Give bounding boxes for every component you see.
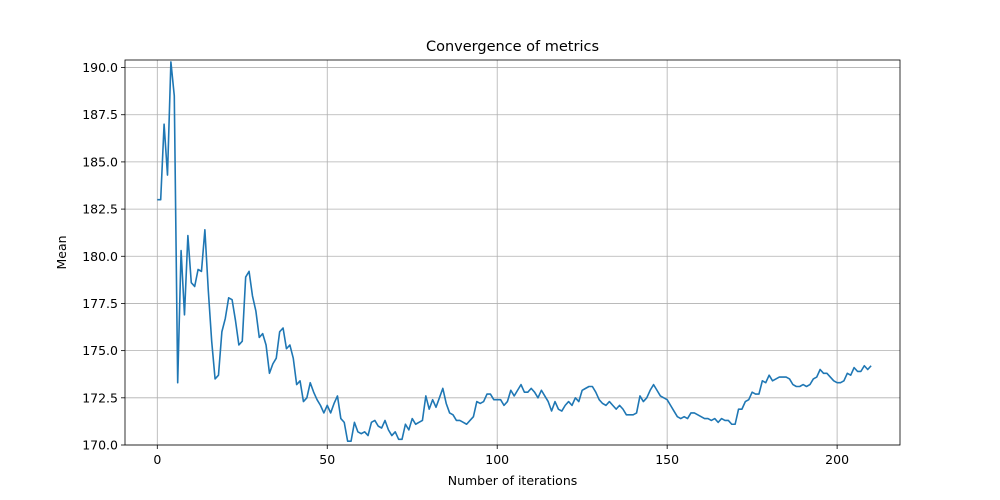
- series-line: [157, 61, 872, 443]
- y-tick-label: 187.5: [82, 107, 118, 122]
- y-axis-label: Mean: [54, 235, 69, 269]
- x-tick-label: 200: [825, 452, 849, 467]
- y-tick-label: 177.5: [82, 296, 118, 311]
- x-tick-label: 50: [319, 452, 335, 467]
- y-tick-label: 190.0: [82, 60, 118, 75]
- x-tick-label: 150: [655, 452, 679, 467]
- y-tick-label: 170.0: [82, 438, 118, 453]
- tick-marks: [121, 67, 838, 449]
- plot-frame: [124, 59, 901, 446]
- grid-lines: [125, 60, 900, 446]
- x-axis-label: Number of iterations: [448, 473, 578, 488]
- y-tick-label: 180.0: [82, 249, 118, 264]
- y-tick-label: 172.5: [82, 390, 118, 405]
- y-tick-label: 185.0: [82, 154, 118, 169]
- tick-labels: 0 50 100 150 200 170.0 172.5 175.0 177.5 180.0 182…: [82, 60, 849, 467]
- y-tick-label: 175.0: [82, 343, 118, 358]
- x-tick-label: 0: [153, 452, 161, 467]
- x-tick-label: 100: [485, 452, 509, 467]
- y-tick-label: 182.5: [82, 202, 118, 217]
- chart-title: Convergence of metrics: [426, 39, 599, 55]
- series-group: [157, 61, 872, 443]
